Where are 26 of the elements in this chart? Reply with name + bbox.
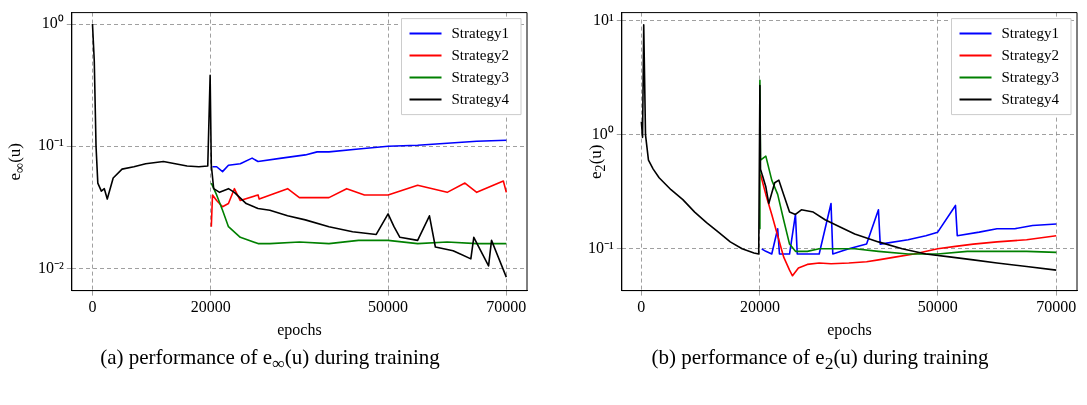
x-tick-label: 20000: [190, 298, 231, 316]
y-tick-label: 10⁻¹: [588, 239, 614, 257]
text: (b) performance of e$_{2}$(u) during training: [650, 345, 990, 375]
legend-label: Strategy2: [451, 46, 510, 63]
legend-label: Strategy4: [1001, 90, 1060, 107]
x-axis-title: epochs: [827, 320, 872, 339]
legend-label: Strategy1: [451, 24, 510, 41]
x-tick-label: 70000: [1036, 298, 1077, 316]
x-tick-label: 0: [88, 298, 97, 316]
x-tick-label: 50000: [368, 298, 409, 316]
legend-label: Strategy2: [1001, 46, 1060, 63]
y-tick-label: 10⁻¹: [38, 136, 64, 154]
y-tick-label: 10⁻²: [38, 258, 64, 276]
x-tick-label: 70000: [486, 298, 527, 316]
x-axis-title: epochs: [277, 320, 322, 339]
legend-label: Strategy3: [1001, 68, 1060, 85]
legend-label: Strategy1: [1001, 24, 1060, 41]
x-tick-label: 50000: [917, 298, 958, 316]
x-tick-label: 20000: [739, 298, 780, 316]
y-tick-label: 10⁰: [591, 125, 614, 143]
legend-label: Strategy4: [451, 90, 510, 107]
y-tick-label: 10⁰: [41, 14, 64, 32]
text: (a) performance of e$_{∞}$(u) during training: [99, 345, 441, 375]
y-tick-label: 10¹: [593, 11, 614, 28]
x-tick-label: 0: [637, 298, 646, 316]
legend-label: Strategy3: [451, 68, 510, 85]
